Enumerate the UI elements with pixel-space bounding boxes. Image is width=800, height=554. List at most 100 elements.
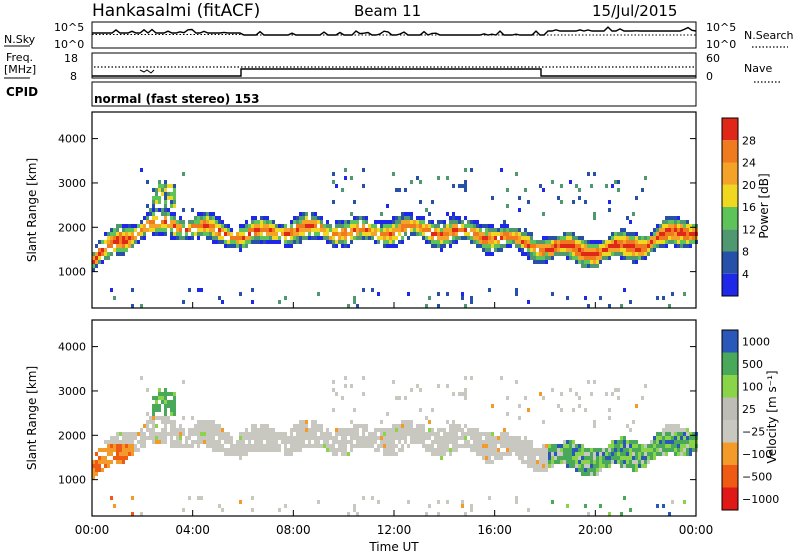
power-cell	[662, 232, 665, 236]
velocity-cell	[356, 428, 359, 432]
velocity-cell	[467, 432, 470, 436]
velocity-cell	[443, 432, 446, 436]
power-cell	[158, 224, 161, 228]
power-cell	[677, 240, 680, 244]
velocity-cell	[152, 396, 155, 400]
velocity-cell	[302, 432, 305, 436]
velocity-cell	[305, 424, 308, 428]
velocity-cell	[239, 440, 242, 444]
power-cell	[485, 224, 488, 228]
power-cell	[191, 232, 194, 236]
power-cell	[362, 232, 365, 236]
power-cell	[653, 248, 656, 252]
power-cell	[602, 252, 605, 256]
power-cell	[137, 232, 140, 236]
power-cell	[683, 232, 686, 236]
power-cell	[509, 244, 512, 248]
velocity-cell	[494, 448, 497, 452]
velocity-cell	[644, 460, 647, 464]
power-cell	[626, 232, 629, 236]
velocity-cell	[668, 448, 671, 452]
power-cell	[443, 220, 446, 224]
power-cell	[200, 224, 203, 228]
power-cell	[473, 220, 476, 224]
velocity-cell	[515, 380, 518, 384]
power-cell	[626, 216, 629, 220]
velocity-cell	[116, 460, 119, 464]
colorbar-segment	[722, 184, 738, 207]
velocity-cell	[140, 440, 143, 444]
power-cell	[347, 244, 350, 248]
power-cell	[380, 232, 383, 236]
power-cell	[380, 228, 383, 232]
velocity-cell	[593, 460, 596, 464]
velocity-cell	[599, 468, 602, 472]
power-cell	[548, 236, 551, 240]
velocity-cell	[467, 428, 470, 432]
velocity-cell	[224, 448, 227, 452]
power-cell	[590, 184, 593, 188]
velocity-cell	[422, 424, 425, 428]
velocity-cell	[353, 424, 356, 428]
power-cell	[611, 244, 614, 248]
velocity-cell	[581, 444, 584, 448]
power-cell	[629, 232, 632, 236]
velocity-cell	[218, 428, 221, 432]
velocity-cell	[215, 432, 218, 436]
power-cell	[155, 228, 158, 232]
power-cell	[98, 240, 101, 244]
velocity-cell	[272, 432, 275, 436]
velocity-cell	[209, 428, 212, 432]
power-cell	[665, 224, 668, 228]
velocity-cell	[227, 452, 230, 456]
velocity-cell	[128, 440, 131, 444]
velocity-cell	[203, 436, 206, 440]
power-cell	[224, 224, 227, 228]
velocity-cell	[569, 444, 572, 448]
velocity-cell	[110, 460, 113, 464]
power-cell	[164, 204, 167, 208]
power-cell	[440, 248, 443, 252]
velocity-cell	[461, 500, 464, 504]
power-cell	[590, 256, 593, 260]
power-cell	[641, 248, 644, 252]
colorbar-tick-label: 8	[742, 246, 749, 259]
power-cell	[434, 224, 437, 228]
velocity-cell	[452, 448, 455, 452]
velocity-cell	[272, 436, 275, 440]
velocity-cell	[680, 452, 683, 456]
power-cell	[191, 220, 194, 224]
power-cell	[290, 232, 293, 236]
power-cell	[158, 184, 161, 188]
velocity-cell	[110, 452, 113, 456]
velocity-cell	[212, 432, 215, 436]
velocity-cell	[533, 448, 536, 452]
velocity-cell	[563, 440, 566, 444]
power-cell	[410, 180, 413, 184]
power-cell	[188, 288, 191, 292]
velocity-cell	[368, 440, 371, 444]
power-cell	[575, 244, 578, 248]
power-cell	[293, 240, 296, 244]
velocity-cell	[320, 436, 323, 440]
velocity-cell	[302, 440, 305, 444]
velocity-cell	[617, 448, 620, 452]
velocity-cell	[170, 392, 173, 396]
velocity-cell	[674, 428, 677, 432]
power-cell	[632, 236, 635, 240]
velocity-cell	[347, 428, 350, 432]
velocity-cell	[626, 424, 629, 428]
power-cell	[626, 236, 629, 240]
power-cell	[107, 244, 110, 248]
power-cell	[623, 228, 626, 232]
velocity-cell	[470, 448, 473, 452]
velocity-cell	[353, 508, 356, 512]
power-cell	[488, 248, 491, 252]
power-cell	[170, 232, 173, 236]
power-cell	[95, 260, 98, 264]
power-cell	[515, 172, 518, 176]
velocity-cell	[308, 444, 311, 448]
velocity-cell	[389, 432, 392, 436]
power-cell	[623, 244, 626, 248]
freq-trace	[92, 68, 696, 77]
